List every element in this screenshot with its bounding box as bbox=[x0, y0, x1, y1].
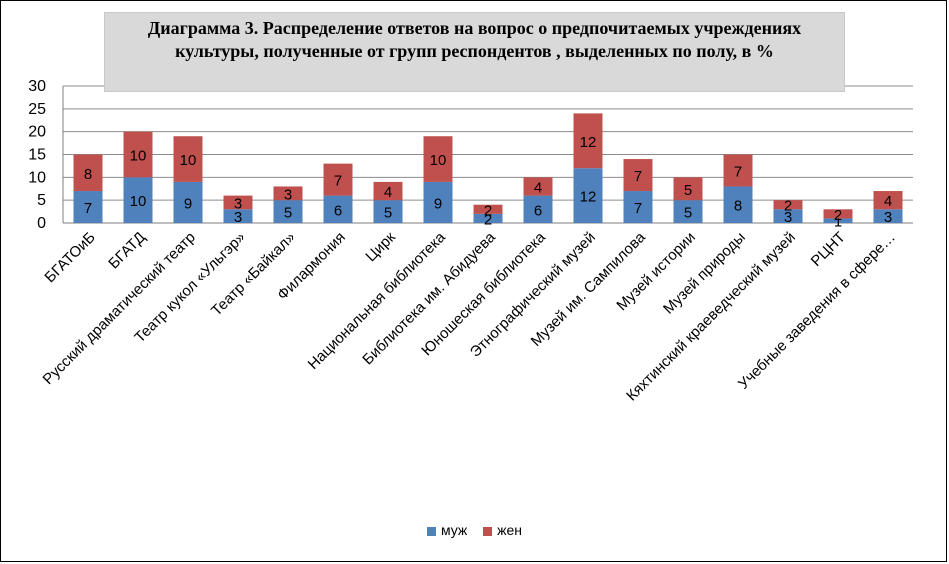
bar-segment-male bbox=[73, 191, 103, 223]
data-label: 4 bbox=[884, 193, 892, 210]
bar-segment-female bbox=[623, 159, 653, 192]
data-label: 6 bbox=[534, 202, 542, 219]
bar-segment-male bbox=[173, 181, 203, 223]
data-label: 2 bbox=[834, 207, 842, 224]
bar-segment-male bbox=[273, 200, 303, 223]
data-label: 5 bbox=[284, 205, 292, 222]
data-label: 3 bbox=[884, 209, 892, 226]
data-label: 5 bbox=[684, 205, 692, 222]
bar-segment-female bbox=[73, 154, 103, 192]
legend-item-female: жен bbox=[483, 522, 522, 538]
bar-segment-female bbox=[323, 163, 353, 196]
data-label: 12 bbox=[580, 189, 597, 206]
data-label: 6 bbox=[334, 202, 342, 219]
data-label: 10 bbox=[180, 152, 197, 169]
data-label: 8 bbox=[84, 166, 92, 183]
data-label: 1 bbox=[834, 214, 842, 231]
bar-segment-female bbox=[423, 136, 453, 182]
bar-segment-male bbox=[223, 209, 253, 223]
bar-segment-male bbox=[773, 209, 803, 223]
legend-item-male: муж bbox=[426, 522, 468, 538]
data-label: 2 bbox=[484, 211, 492, 228]
y-tick-label: 10 bbox=[28, 169, 46, 186]
bar-segment-male bbox=[373, 200, 403, 223]
bar-segment-female bbox=[173, 136, 203, 182]
bar-segment-male bbox=[673, 200, 703, 223]
data-label: 8 bbox=[734, 198, 742, 215]
data-label: 4 bbox=[534, 179, 542, 196]
bar-segment-male bbox=[873, 209, 903, 223]
data-label: 10 bbox=[130, 193, 147, 210]
bar-segment-male bbox=[323, 195, 353, 223]
y-tick-label: 20 bbox=[28, 124, 46, 141]
bar-segment-female bbox=[373, 181, 403, 201]
x-category-label: БГАТОиБ bbox=[41, 229, 99, 287]
bar-segment-female bbox=[223, 195, 253, 210]
legend-label-female: жен bbox=[497, 522, 523, 538]
data-label: 9 bbox=[184, 195, 192, 212]
legend-swatch-female bbox=[483, 526, 493, 536]
data-label: 7 bbox=[734, 163, 742, 180]
x-category-label: Цирк bbox=[362, 229, 399, 266]
chart-legend: муж жен bbox=[0, 522, 949, 538]
y-tick-label: 5 bbox=[37, 192, 46, 209]
bar-segment-female bbox=[873, 191, 903, 210]
data-label: 7 bbox=[634, 168, 642, 185]
y-tick-label: 25 bbox=[28, 101, 46, 118]
legend-swatch-male bbox=[426, 526, 436, 536]
data-label: 7 bbox=[84, 200, 92, 217]
y-tick-label: 0 bbox=[37, 215, 46, 232]
bar-segment-male bbox=[823, 218, 853, 223]
bar-segment-male bbox=[123, 177, 153, 223]
chart-title: Диаграмма 3. Распределение ответов на во… bbox=[147, 18, 802, 61]
data-label: 3 bbox=[784, 209, 792, 226]
data-label: 3 bbox=[284, 186, 292, 203]
bar-segment-male bbox=[423, 181, 453, 223]
data-label: 7 bbox=[634, 200, 642, 217]
bar-segment-male bbox=[573, 168, 603, 223]
x-category-label: Театр «Байкал» bbox=[208, 229, 299, 320]
data-label: 3 bbox=[234, 209, 242, 226]
data-label: 10 bbox=[130, 148, 147, 165]
bar-segment-male bbox=[723, 186, 753, 223]
bar-segment-female bbox=[123, 131, 153, 178]
bar-segment-male bbox=[473, 213, 503, 223]
bar-segment-female bbox=[773, 200, 803, 210]
bar-segment-female bbox=[273, 186, 303, 201]
bar-segment-female bbox=[673, 177, 703, 201]
bar-segment-male bbox=[523, 195, 553, 223]
bar-segment-female bbox=[823, 209, 853, 219]
bar-segment-male bbox=[623, 191, 653, 223]
bar-segment-female bbox=[523, 177, 553, 196]
data-label: 2 bbox=[484, 202, 492, 219]
bar-segment-female bbox=[723, 154, 753, 187]
x-category-label: РЦНТ bbox=[808, 229, 849, 270]
bar-segment-female bbox=[573, 113, 603, 169]
data-label: 3 bbox=[234, 195, 242, 212]
data-label: 10 bbox=[430, 152, 447, 169]
data-label: 9 bbox=[434, 195, 442, 212]
bar-segment-female bbox=[473, 204, 503, 214]
y-tick-label: 30 bbox=[28, 78, 46, 95]
x-category-label: БГАТД bbox=[105, 229, 149, 273]
data-label: 12 bbox=[580, 134, 597, 151]
data-label: 4 bbox=[384, 184, 392, 201]
legend-label-male: муж bbox=[440, 522, 468, 538]
chart-title-box: Диаграмма 3. Распределение ответов на во… bbox=[104, 12, 845, 92]
y-tick-label: 15 bbox=[28, 147, 46, 164]
data-label: 5 bbox=[684, 182, 692, 199]
data-label: 5 bbox=[384, 205, 392, 222]
data-label: 7 bbox=[334, 173, 342, 190]
data-label: 2 bbox=[784, 198, 792, 215]
